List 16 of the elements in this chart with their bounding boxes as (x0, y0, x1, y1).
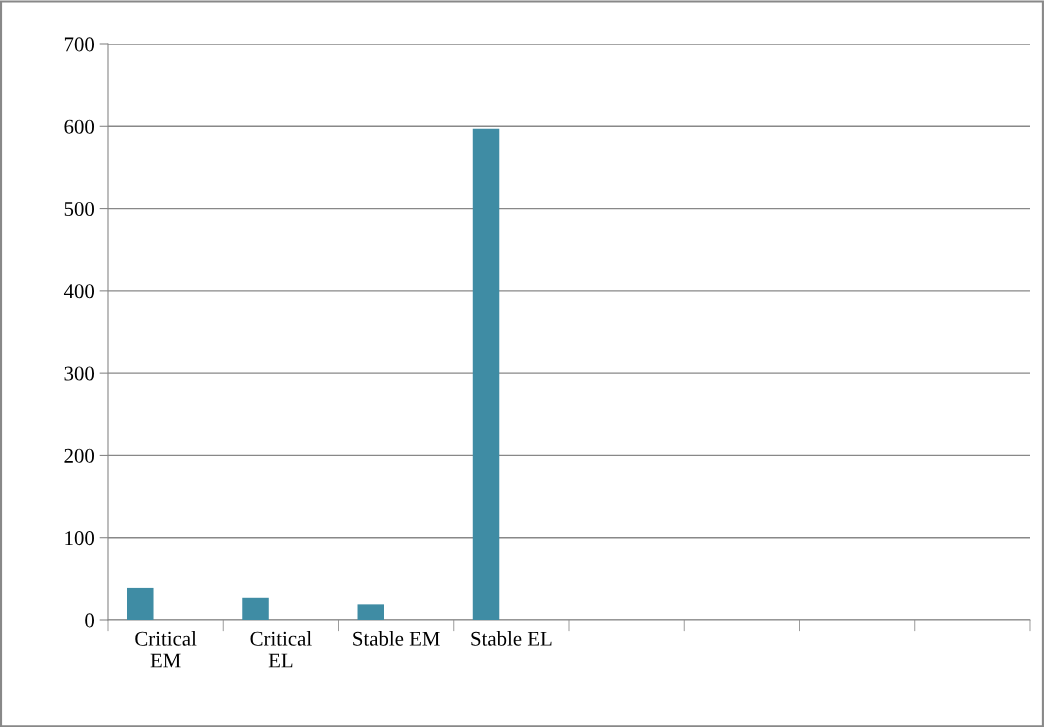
bar (127, 587, 154, 620)
y-tick-label: 500 (64, 201, 95, 216)
bar (472, 128, 500, 620)
x-tick-label: Stable EM (353, 631, 440, 646)
y-tick-label: 400 (63, 284, 95, 299)
y-tick-label: 100 (65, 531, 95, 546)
y-tick-label: 0 (85, 613, 95, 628)
y-tick-label: 700 (64, 37, 95, 52)
y-tick-label: 300 (64, 366, 95, 381)
y-tick-label: 600 (64, 119, 95, 134)
x-tick-label: Stable EL (471, 631, 552, 646)
bar (357, 604, 385, 620)
x-tick-label: Critical EL (250, 631, 312, 668)
bar (242, 597, 269, 620)
y-tick-label: 200 (64, 448, 95, 463)
x-tick-label: Critical EM (135, 631, 197, 668)
